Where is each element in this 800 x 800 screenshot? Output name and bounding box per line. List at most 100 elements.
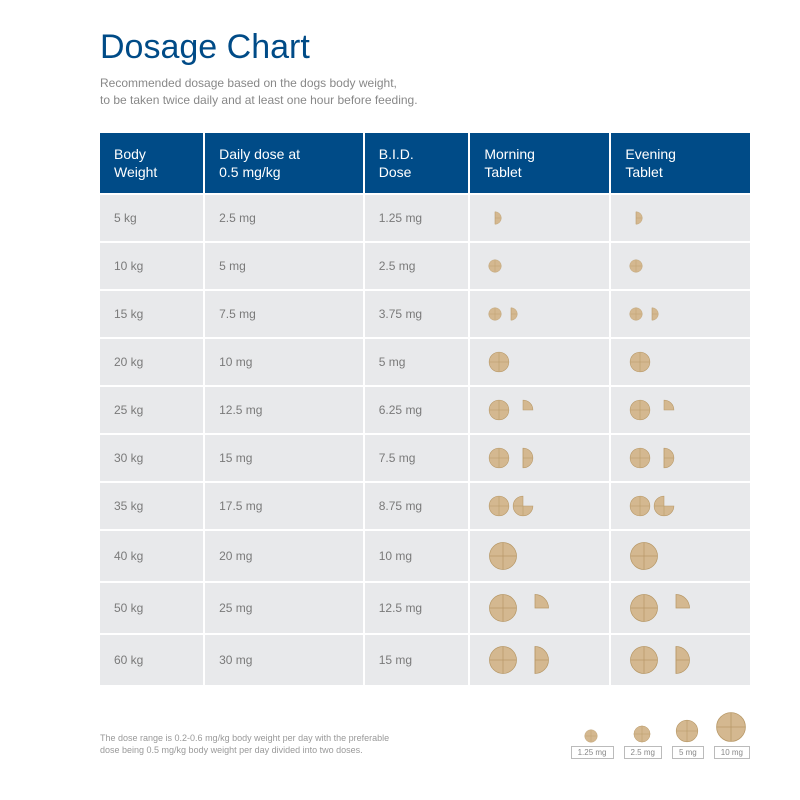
table-row: 5 kg 2.5 mg 1.25 mg [100,194,750,242]
cell-evening [610,194,750,242]
cell-morning [469,434,610,482]
legend-text: The dose range is 0.2-0.6 mg/kg body wei… [100,732,553,759]
page-title: Dosage Chart [100,28,750,67]
col-daily-dose: Daily dose at0.5 mg/kg [204,133,364,194]
tablet-icon [715,711,747,743]
cell-evening [610,386,750,434]
tablet-icon [629,399,651,421]
tablet-icon [629,541,659,571]
col-bid-dose: B.I.D.Dose [364,133,470,194]
table-row: 60 kg 30 mg 15 mg [100,634,750,685]
table-row: 30 kg 15 mg 7.5 mg [100,434,750,482]
cell-morning [469,386,610,434]
cell-bid: 1.25 mg [364,194,470,242]
tablet-icon [629,495,651,517]
subtitle-line2: to be taken twice daily and at least one… [100,93,418,107]
legend-label: 10 mg [714,746,750,759]
cell-bid: 10 mg [364,530,470,582]
tablet-icon [661,593,691,623]
tablet-icon [488,259,502,273]
tablet-icon [488,399,510,421]
legend-item: 2.5 mg [624,725,662,759]
cell-weight: 5 kg [100,194,204,242]
cell-weight: 35 kg [100,482,204,530]
cell-daily: 2.5 mg [204,194,364,242]
legend-item: 1.25 mg [571,729,614,759]
cell-evening [610,290,750,338]
cell-evening [610,530,750,582]
tablet-icon [488,447,510,469]
subtitle-line1: Recommended dosage based on the dogs bod… [100,76,397,90]
cell-morning [469,530,610,582]
legend-item: 5 mg [672,719,704,759]
cell-bid: 8.75 mg [364,482,470,530]
cell-bid: 2.5 mg [364,242,470,290]
tablet-icon [488,495,510,517]
tablet-icon [653,495,675,517]
col-morning-tablet: MorningTablet [469,133,610,194]
dosage-table: BodyWeight Daily dose at0.5 mg/kg B.I.D.… [100,133,750,685]
table-row: 25 kg 12.5 mg 6.25 mg [100,386,750,434]
cell-bid: 7.5 mg [364,434,470,482]
cell-weight: 50 kg [100,582,204,634]
tablet-icon [629,645,659,675]
cell-weight: 15 kg [100,290,204,338]
legend: The dose range is 0.2-0.6 mg/kg body wei… [100,711,750,759]
tablet-icon [512,399,534,421]
tablet-icon [512,495,534,517]
cell-daily: 12.5 mg [204,386,364,434]
tablet-icon [645,307,659,321]
tablet-icon [629,211,643,225]
table-row: 15 kg 7.5 mg 3.75 mg [100,290,750,338]
cell-morning [469,582,610,634]
cell-daily: 5 mg [204,242,364,290]
cell-bid: 6.25 mg [364,386,470,434]
cell-morning [469,194,610,242]
subtitle: Recommended dosage based on the dogs bod… [100,75,750,109]
tablet-icon [675,719,699,743]
cell-evening [610,434,750,482]
table-row: 50 kg 25 mg 12.5 mg [100,582,750,634]
cell-bid: 5 mg [364,338,470,386]
cell-weight: 25 kg [100,386,204,434]
col-evening-tablet: EveningTablet [610,133,750,194]
tablet-icon [520,645,550,675]
table-row: 20 kg 10 mg 5 mg [100,338,750,386]
legend-item: 10 mg [714,711,750,759]
table-row: 10 kg 5 mg 2.5 mg [100,242,750,290]
cell-evening [610,338,750,386]
cell-weight: 10 kg [100,242,204,290]
cell-daily: 10 mg [204,338,364,386]
cell-weight: 30 kg [100,434,204,482]
tablet-icon [488,211,502,225]
tablet-icon [629,593,659,623]
cell-daily: 20 mg [204,530,364,582]
cell-morning [469,634,610,685]
cell-evening [610,634,750,685]
tablet-icon [629,447,651,469]
tablet-icon [488,541,518,571]
tablet-icon [488,593,518,623]
tablet-icon [512,447,534,469]
cell-bid: 3.75 mg [364,290,470,338]
table-row: 35 kg 17.5 mg 8.75 mg [100,482,750,530]
cell-morning [469,338,610,386]
tablet-icon [653,399,675,421]
cell-daily: 7.5 mg [204,290,364,338]
cell-bid: 15 mg [364,634,470,685]
cell-daily: 30 mg [204,634,364,685]
legend-label: 1.25 mg [571,746,614,759]
cell-weight: 20 kg [100,338,204,386]
tablet-icon [520,593,550,623]
cell-daily: 17.5 mg [204,482,364,530]
tablet-icon [504,307,518,321]
cell-evening [610,242,750,290]
legend-label: 2.5 mg [624,746,662,759]
cell-morning [469,242,610,290]
tablet-icon [633,725,651,743]
cell-weight: 40 kg [100,530,204,582]
legend-label: 5 mg [672,746,704,759]
cell-daily: 15 mg [204,434,364,482]
tablet-icon [488,307,502,321]
table-row: 40 kg 20 mg 10 mg [100,530,750,582]
